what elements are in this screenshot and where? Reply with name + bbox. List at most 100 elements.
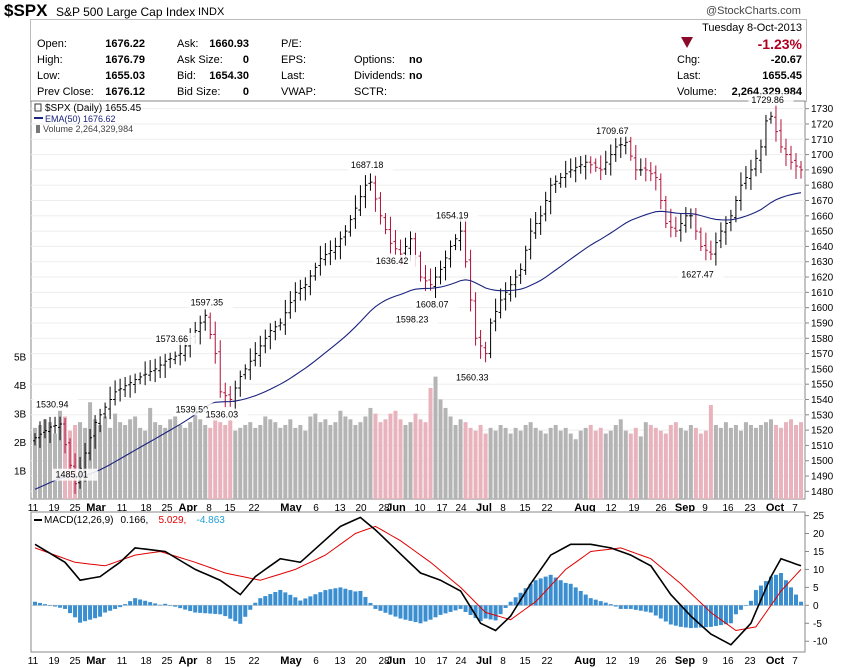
ohlc-bar [783,138,788,167]
macd-histogram-bar [313,594,318,606]
x-axis-label: 13 [334,503,346,514]
macd-histogram-bar [318,592,323,606]
annotation-bg [187,296,233,309]
x-axis-label: 23 [744,656,756,667]
macd-histogram-bar [388,605,393,615]
legend-spx: $SPX (Daily) 1655.45 [45,103,142,114]
macd-histogram-bar [513,597,518,606]
macd-histogram-bar [433,605,438,618]
ohlc-bar [713,232,718,266]
price-tick-label: 1730 [811,104,834,115]
price-tick-label: 1660 [811,211,834,222]
volume-bar [178,425,183,499]
ohlc-bar [378,192,383,225]
macd-histogram-bar [438,605,443,615]
ohlc-bar [688,208,693,229]
volume-bar [228,419,233,499]
volume-bar [668,425,673,499]
annotation-bg [152,332,198,345]
volume-bar [558,430,563,499]
ohlc-bar [758,139,763,174]
volume-bar [43,419,48,499]
macd-histogram-bar [478,605,483,622]
macd-tick-label: -5 [813,619,822,630]
volume-bar [383,419,388,499]
price-tick-label: 1490 [811,472,834,483]
ohlc-bar [733,195,738,223]
macd-histogram-bar [638,605,643,611]
volume-bar [113,413,118,499]
macd-histogram-bar [743,605,748,606]
macd-tick-label: 15 [813,547,825,558]
volume-bar [693,427,698,499]
macd-histogram-bar [628,605,633,609]
volume-bar [138,427,143,499]
sctr-label: SCTR: [354,86,387,98]
volume-bar [393,410,398,499]
volume-tick-label: 2B [14,438,27,449]
macd-histogram-bar [663,605,668,622]
ohlc-bar [523,245,528,275]
volume-bar [743,422,748,499]
price-tick-label: 1670 [811,196,834,207]
macd-histogram-bar [588,598,593,606]
ohlc-bar [433,266,438,299]
x-axis-label: 11 [28,503,39,514]
ohlc-bar [613,138,618,162]
macd-histogram-bar [723,605,728,625]
price-tick-label: 1640 [811,242,834,253]
macd-tick-label: 25 [813,511,825,522]
annotation-bg [52,468,98,481]
price-annotation: 1573.66 [156,334,189,344]
x-axis-label: 8 [206,656,212,667]
ohlc-bar [33,433,37,446]
ohlc-bar [673,216,678,238]
macd-legend-text: -4.863 [197,515,226,526]
macd-histogram-bar [93,605,98,619]
volume-bar [418,419,423,499]
macd-panel-frame [30,511,806,653]
price-annotation: 1598.23 [396,314,429,324]
x-axis-label: 7 [792,503,798,514]
volume-bar [378,422,383,499]
volume-bar [153,422,158,499]
annotation-bg [452,371,499,384]
volume-bar [658,430,663,499]
ohlc-bar [53,416,58,434]
volume-bar [198,419,203,499]
volume-bar [53,433,58,499]
x-axis-label: Aug [574,655,595,667]
ohlc-bar [263,329,268,354]
macd-histogram-bar [133,598,138,606]
ohlc-bar [503,282,508,311]
volume-bar [563,427,568,499]
ohlc-bar [463,219,468,268]
volume-bar [673,422,678,499]
price-tick-label: 1710 [811,135,834,146]
chg-label: Chg: [677,54,701,66]
volume-label: Volume: [677,86,717,98]
ohlc-bar [423,265,428,291]
price-tick-label: 1520 [811,426,834,437]
macd-histogram-bar [348,590,353,606]
price-tick-label: 1720 [811,119,834,130]
macd-histogram-bar [673,605,678,626]
x-axis-label: 13 [334,656,346,667]
macd-histogram-bar [733,605,738,615]
ohlc-bar [448,240,453,268]
x-axis-label: 8 [500,503,506,514]
macd-histogram-bar [353,591,358,606]
x-axis-label: 7 [792,656,798,667]
volume-bar [783,422,788,499]
last2-value: 1655.45 [762,70,802,82]
macd-histogram-bar [263,596,268,606]
price-tick-label: 1500 [811,456,834,467]
macd-histogram-bar [278,589,283,606]
annotation-bg [678,268,724,281]
x-axis-label: 15 [519,503,531,514]
instrument-name: S&P 500 Large Cap Index [56,5,196,19]
ohlc-bar [363,175,368,209]
volume-bar [398,419,403,499]
ohlc-bar [63,418,68,454]
x-axis-label: 25 [161,656,173,667]
